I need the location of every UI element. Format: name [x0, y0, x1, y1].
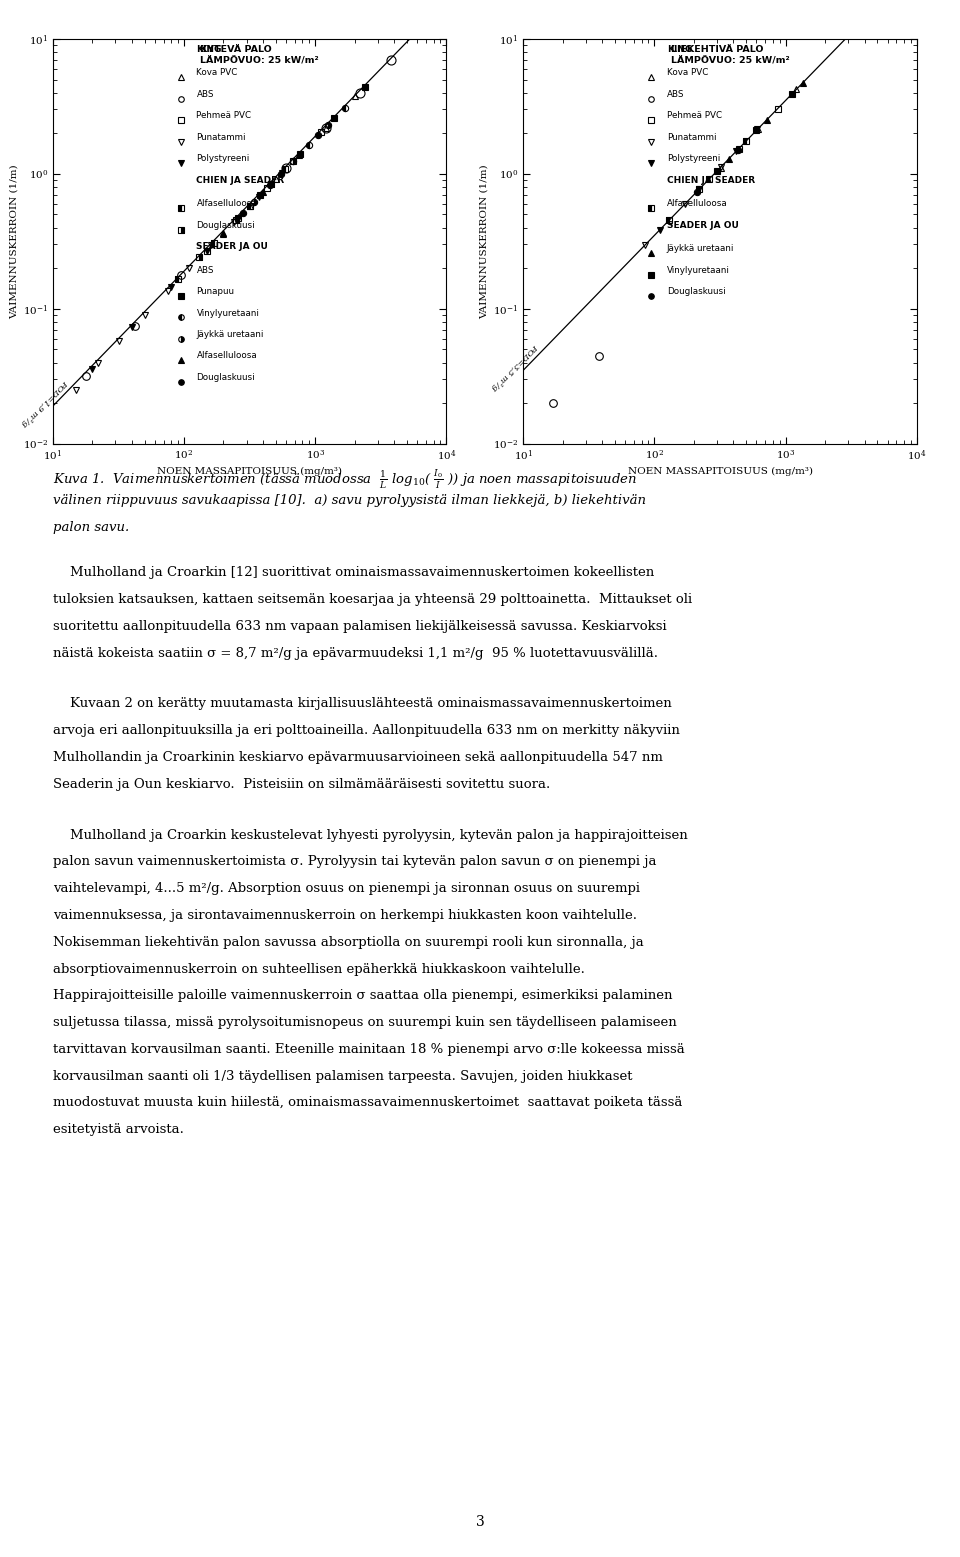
Text: KING: KING	[197, 45, 222, 54]
Text: SEADER JA OU: SEADER JA OU	[197, 243, 269, 251]
Text: Douglaskuusi: Douglaskuusi	[667, 286, 726, 296]
Text: Alfaselluloosa: Alfaselluloosa	[197, 199, 257, 209]
Text: Pehmeä PVC: Pehmeä PVC	[667, 112, 722, 120]
Text: Punatammi: Punatammi	[667, 132, 716, 142]
Text: Douglaskuusi: Douglaskuusi	[197, 374, 255, 381]
Text: esitetyistä arvoista.: esitetyistä arvoista.	[53, 1123, 183, 1137]
Text: Kuva 1.  Vaimennuskertoimen (tässä muodossa  $\frac{1}{L}$ log$_{10}$( $\frac{I_: Kuva 1. Vaimennuskertoimen (tässä muodos…	[53, 467, 637, 490]
Text: POD=1,9 m²/g: POD=1,9 m²/g	[20, 378, 69, 428]
Text: Punatammi: Punatammi	[197, 132, 246, 142]
Text: ABS: ABS	[667, 90, 684, 100]
Y-axis label: VAIMENNUSKERROIN (1/m): VAIMENNUSKERROIN (1/m)	[480, 163, 489, 319]
Text: 3: 3	[475, 1515, 485, 1529]
Text: Alfaselluloosa: Alfaselluloosa	[667, 199, 728, 209]
Text: Polystyreeni: Polystyreeni	[197, 154, 250, 163]
Text: CHIEN JA SEADER: CHIEN JA SEADER	[667, 176, 755, 185]
Text: CHIEN JA SEADER: CHIEN JA SEADER	[197, 176, 284, 185]
Text: välinen riippuvuus savukaapissa [10].  a) savu pyrolyysistä ilman liekkejä, b) l: välinen riippuvuus savukaapissa [10]. a)…	[53, 494, 646, 508]
X-axis label: NOEN MASSAPITOISUUS (mg/m³): NOEN MASSAPITOISUUS (mg/m³)	[628, 467, 812, 476]
Text: Mulholland ja Croarkin keskustelevat lyhyesti pyrolyysin, kytevän palon ja happi: Mulholland ja Croarkin keskustelevat lyh…	[53, 828, 687, 842]
Text: Kuvaan 2 on kerätty muutamasta kirjallisuuslähteestä ominaismassavaimennuskertoi: Kuvaan 2 on kerätty muutamasta kirjallis…	[53, 698, 672, 710]
Text: ABS: ABS	[197, 90, 214, 100]
Y-axis label: VAIMENNUSKERROIN (1/m): VAIMENNUSKERROIN (1/m)	[10, 163, 18, 319]
Text: vaimennuksessa, ja sirontavaimennuskerroin on herkempi hiukkasten koon vaihtelul: vaimennuksessa, ja sirontavaimennuskerro…	[53, 909, 636, 922]
Text: tarvittavan korvausilman saanti. Eteenille mainitaan 18 % pienempi arvo σ:lle ko: tarvittavan korvausilman saanti. Eteenil…	[53, 1043, 684, 1056]
Text: POD=3,5 m²/g: POD=3,5 m²/g	[491, 343, 540, 392]
Text: palon savu.: palon savu.	[53, 520, 129, 534]
Text: palon savun vaimennuskertoimista σ. Pyrolyysin tai kytevän palon savun σ on pien: palon savun vaimennuskertoimista σ. Pyro…	[53, 855, 657, 869]
Text: Nokisemman liekehtivän palon savussa absorptiolla on suurempi rooli kun sironnal: Nokisemman liekehtivän palon savussa abs…	[53, 936, 643, 948]
Text: Vinylyuretaani: Vinylyuretaani	[667, 266, 730, 274]
Text: Kova PVC: Kova PVC	[667, 69, 708, 78]
Text: Seaderin ja Oun keskiarvo.  Pisteisiin on silmämääräisesti sovitettu suora.: Seaderin ja Oun keskiarvo. Pisteisiin on…	[53, 778, 550, 791]
Text: absorptiovaimennuskerroin on suhteellisen epäherkkä hiukkaskoon vaihtelulle.: absorptiovaimennuskerroin on suhteellise…	[53, 962, 585, 976]
Text: tuloksien katsauksen, kattaen seitsemän koesarjaa ja yhteensä 29 polttoainetta. : tuloksien katsauksen, kattaen seitsemän …	[53, 593, 692, 606]
Text: suljetussa tilassa, missä pyrolysoitumisnopeus on suurempi kuin sen täydelliseen: suljetussa tilassa, missä pyrolysoitumis…	[53, 1017, 677, 1029]
Text: Vinylyuretaani: Vinylyuretaani	[197, 308, 259, 318]
Text: Punapuu: Punapuu	[197, 286, 234, 296]
Text: Happirajoitteisille paloille vaimennuskerroin σ saattaa olla pienempi, esimerkik: Happirajoitteisille paloille vaimennuske…	[53, 989, 672, 1003]
Text: KYTEVÄ PALO
LÄMPÖVUO: 25 kW/m²: KYTEVÄ PALO LÄMPÖVUO: 25 kW/m²	[201, 45, 319, 65]
Text: muodostuvat muusta kuin hiilestä, ominaismassavaimennuskertoimet  saattavat poik: muodostuvat muusta kuin hiilestä, ominai…	[53, 1096, 683, 1110]
Text: Pehmeä PVC: Pehmeä PVC	[197, 112, 252, 120]
Text: Mulhollandin ja Croarkinin keskiarvo epävarmuusarvioineen sekä aallonpituudella : Mulhollandin ja Croarkinin keskiarvo epä…	[53, 750, 662, 764]
Text: Jäykkä uretaani: Jäykkä uretaani	[667, 244, 734, 254]
Text: ABS: ABS	[197, 266, 214, 274]
Text: Kova PVC: Kova PVC	[197, 69, 238, 78]
Text: suoritettu aallonpituudella 633 nm vapaan palamisen liekijälkeisessä savussa. Ke: suoritettu aallonpituudella 633 nm vapaa…	[53, 620, 666, 632]
Text: vaihtelevampi, 4...5 m²/g. Absorption osuus on pienempi ja sironnan osuus on suu: vaihtelevampi, 4...5 m²/g. Absorption os…	[53, 883, 639, 895]
Text: arvoja eri aallonpituuksilla ja eri polttoaineilla. Aallonpituudella 633 nm on m: arvoja eri aallonpituuksilla ja eri polt…	[53, 724, 680, 736]
Text: LIEKEHTIVÄ PALO
LÄMPÖVUO: 25 kW/m²: LIEKEHTIVÄ PALO LÄMPÖVUO: 25 kW/m²	[671, 45, 789, 65]
Text: Mulholland ja Croarkin [12] suorittivat ominaismassavaimennuskertoimen kokeellis: Mulholland ja Croarkin [12] suorittivat …	[53, 567, 654, 579]
Text: SEADER JA OU: SEADER JA OU	[667, 221, 739, 230]
Text: KING: KING	[667, 45, 692, 54]
Text: korvausilman saanti oli 1/3 täydellisen palamisen tarpeesta. Savujen, joiden hiu: korvausilman saanti oli 1/3 täydellisen …	[53, 1070, 633, 1082]
Text: Alfaselluloosa: Alfaselluloosa	[197, 352, 257, 361]
Text: Jäykkä uretaani: Jäykkä uretaani	[197, 330, 264, 339]
Text: näistä kokeista saatiin σ = 8,7 m²/g ja epävarmuudeksi 1,1 m²/g  95 % luotettavu: näistä kokeista saatiin σ = 8,7 m²/g ja …	[53, 646, 658, 660]
Text: Polystyreeni: Polystyreeni	[667, 154, 720, 163]
X-axis label: NOEN MASSAPITOISUUS (mg/m³): NOEN MASSAPITOISUUS (mg/m³)	[157, 467, 342, 476]
Text: Douglaskuusi: Douglaskuusi	[197, 221, 255, 230]
